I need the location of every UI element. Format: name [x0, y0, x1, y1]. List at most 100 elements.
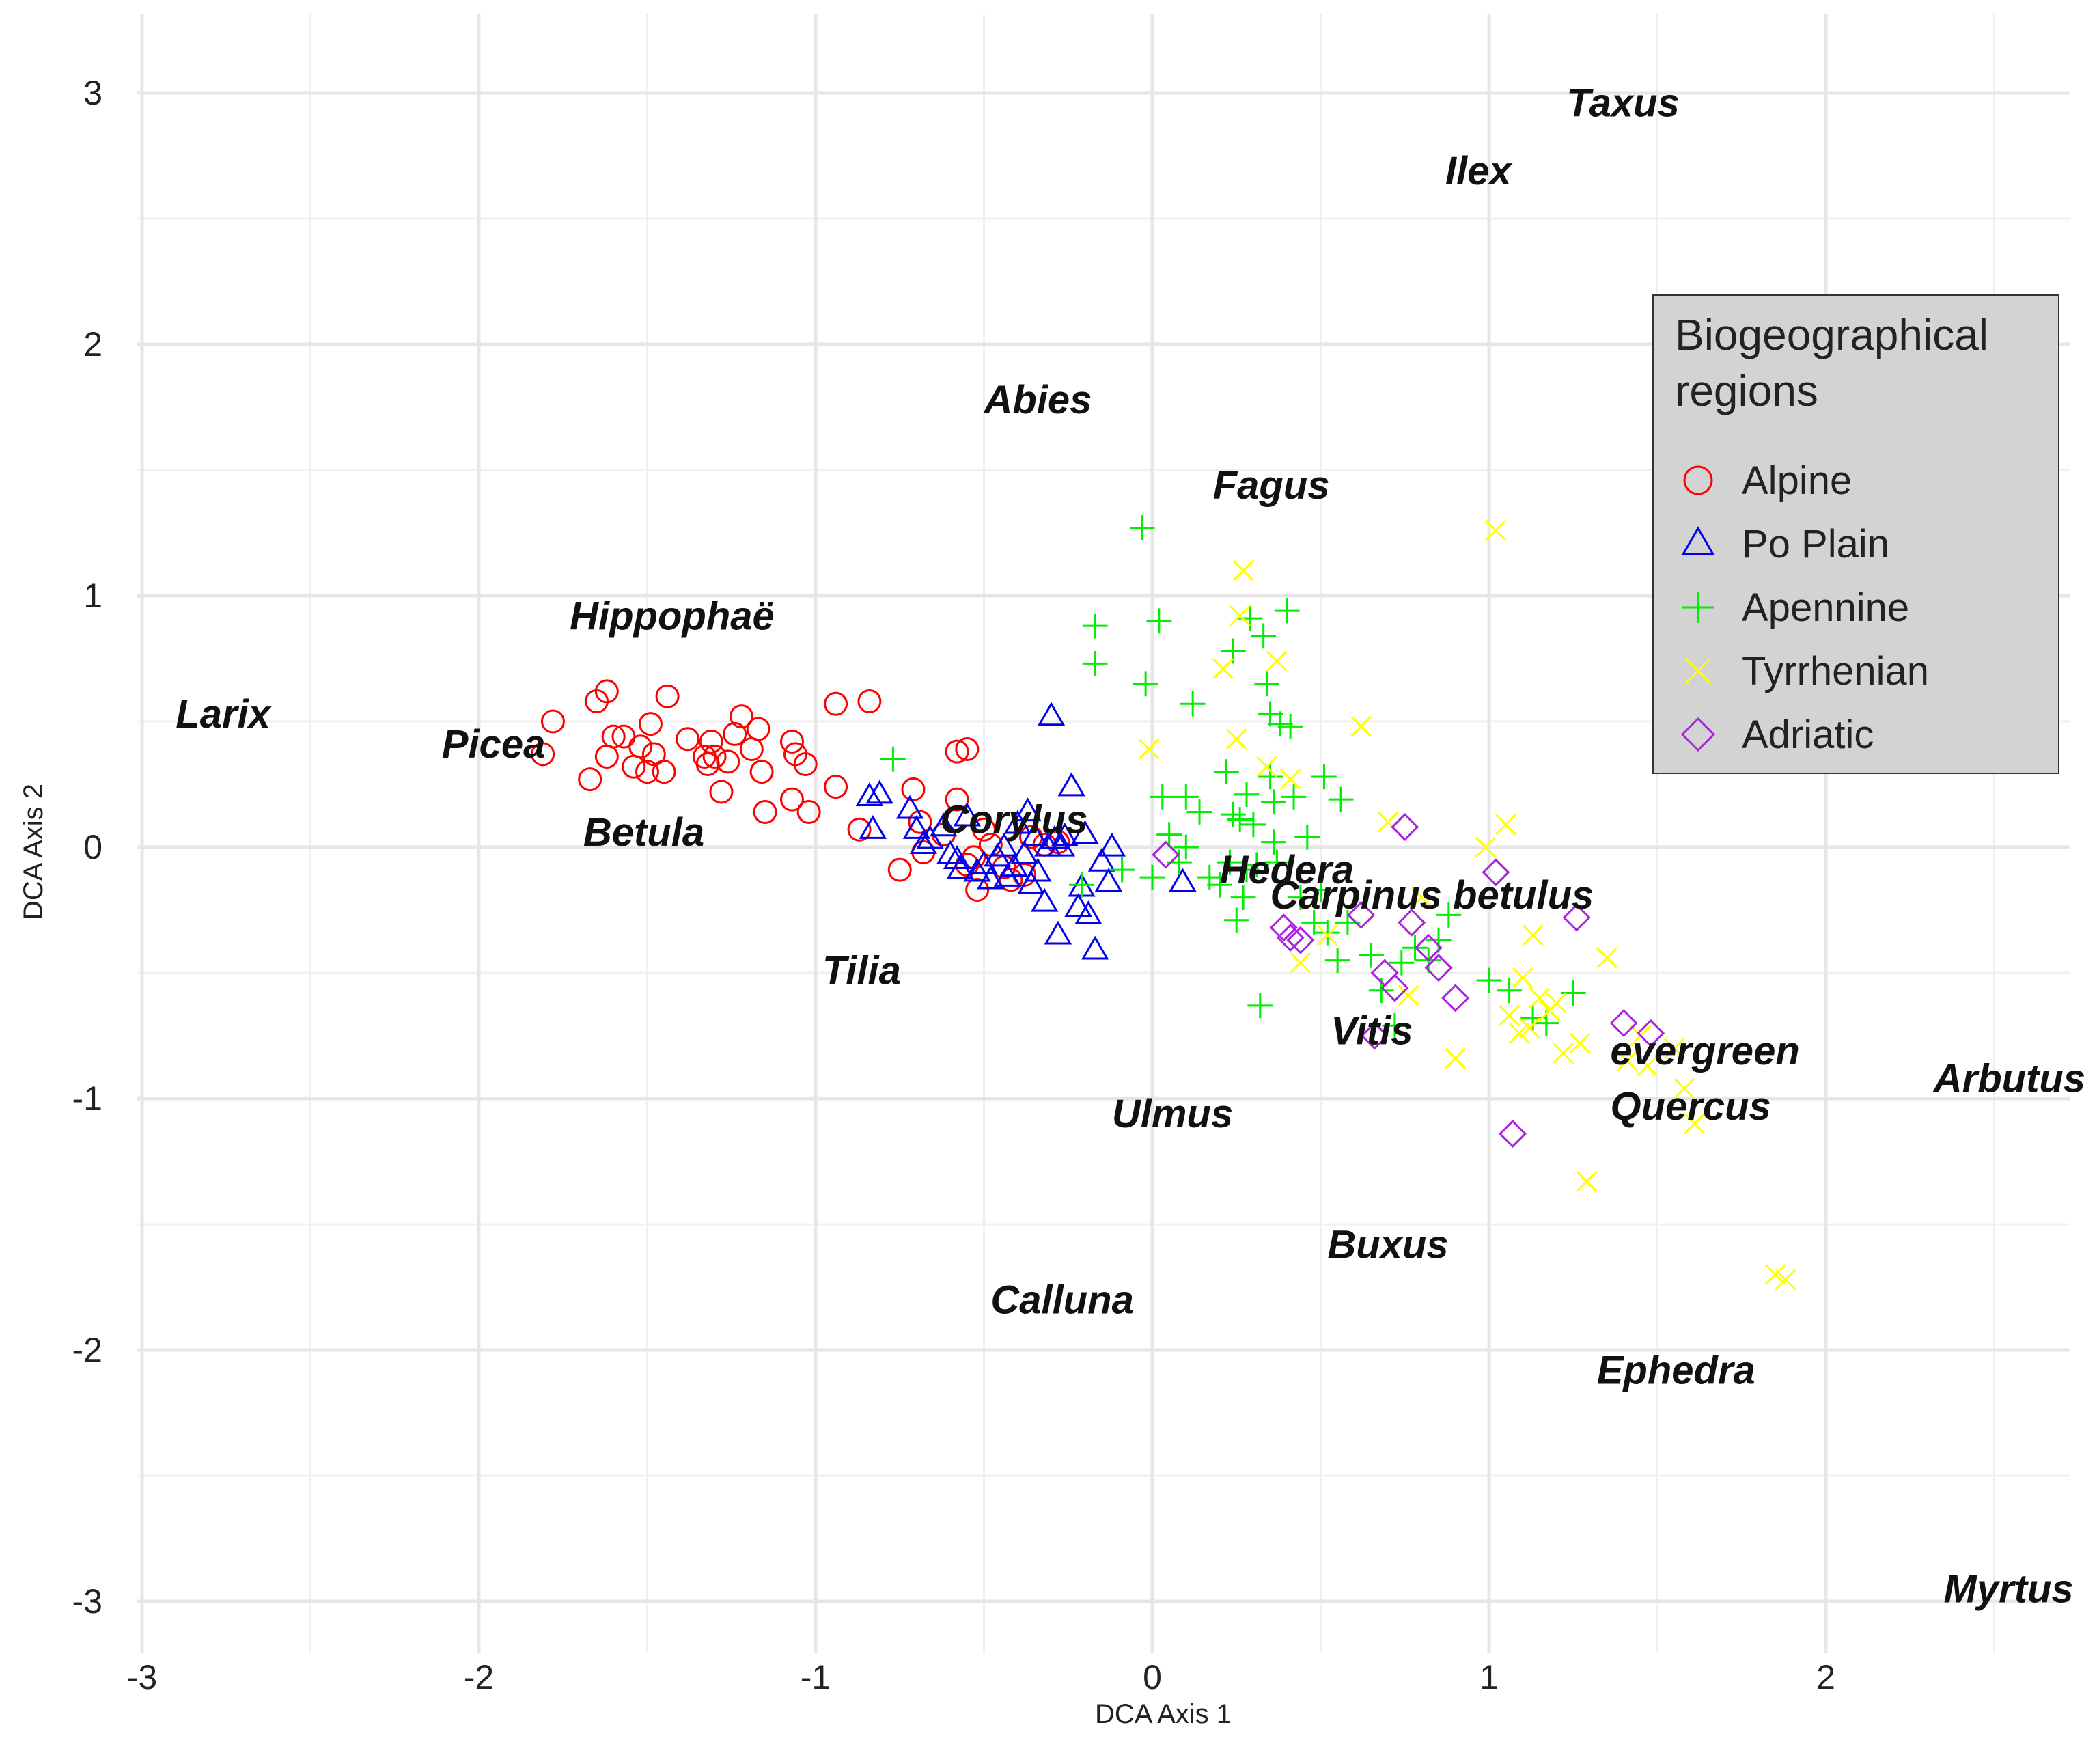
- data-point: [1499, 1005, 1520, 1027]
- data-point: [977, 865, 1005, 890]
- legend-items: Alpine Po Plain Apennine Tyrrhenian Adriatic: [1680, 458, 1929, 757]
- data-point: [1560, 980, 1586, 1006]
- data-point: [1261, 789, 1286, 815]
- legend-title-line-2: regions: [1675, 366, 1818, 415]
- data-point: [1069, 872, 1094, 898]
- data-point: [1424, 954, 1453, 982]
- data-point: [972, 817, 996, 842]
- data-point: [1051, 823, 1079, 846]
- data-point: [1081, 935, 1109, 960]
- y-tick-label: 2: [83, 325, 102, 363]
- data-point: [1186, 799, 1212, 825]
- data-point: [1475, 836, 1497, 858]
- taxon-label: Vitis: [1331, 1009, 1413, 1053]
- data-point: [1223, 907, 1249, 933]
- taxon-label: Buxus: [1327, 1222, 1448, 1267]
- data-point: [1244, 852, 1270, 878]
- data-point: [936, 840, 964, 864]
- data-point: [1217, 849, 1242, 875]
- data-point: [1436, 902, 1462, 928]
- taxon-label: Corylus: [940, 798, 1087, 842]
- data-point: [1546, 992, 1568, 1014]
- legend-key: [1682, 592, 1714, 623]
- x-tick-label: -2: [464, 1658, 494, 1696]
- y-axis-tick-labels: 3 2 1 0 -1 -2 -3: [72, 74, 102, 1621]
- data-point: [1010, 840, 1038, 864]
- data-point: [779, 729, 804, 754]
- data-point: [638, 712, 663, 736]
- data-point: [540, 709, 565, 734]
- x-tick-label: -3: [127, 1658, 157, 1696]
- data-point: [1279, 769, 1301, 790]
- y-tick-label: -2: [72, 1331, 102, 1369]
- data-point: [1266, 650, 1288, 672]
- x-tick-label: 1: [1480, 1658, 1499, 1696]
- data-point: [908, 810, 932, 834]
- data-point: [1288, 885, 1314, 910]
- y-tick-label: 0: [83, 828, 102, 866]
- data-point: [628, 734, 653, 759]
- data-point: [1230, 885, 1256, 910]
- series-po-plain: [855, 702, 1197, 960]
- data-point: [859, 815, 887, 839]
- data-point: [531, 742, 555, 767]
- data-point: [824, 691, 848, 716]
- data-point: [1082, 613, 1108, 639]
- data-point: [965, 878, 990, 902]
- data-point: [943, 845, 971, 870]
- taxon-label: Fagus: [1213, 463, 1330, 508]
- data-point: [1328, 786, 1354, 812]
- data-point: [1109, 857, 1135, 883]
- legend-item: Po Plain: [1681, 522, 1889, 566]
- taxon-label: Myrtus: [1944, 1567, 2074, 1612]
- data-point: [779, 787, 804, 812]
- data-point: [1267, 711, 1293, 737]
- x-axis-tick-labels: -3 -2 -1 0 1 2: [127, 1658, 1835, 1696]
- data-point: [1258, 764, 1283, 790]
- data-point: [1290, 952, 1311, 974]
- taxon-label: Hedera: [1220, 848, 1355, 892]
- legend-box: [1652, 294, 2059, 774]
- data-point: [1609, 1009, 1638, 1038]
- taxon-label: Quercus: [1610, 1084, 1770, 1129]
- data-point: [1495, 814, 1517, 836]
- data-point: [955, 736, 980, 761]
- data-point: [1518, 1017, 1540, 1039]
- data-point: [1152, 840, 1180, 869]
- taxon-label: Ephedra: [1597, 1348, 1755, 1392]
- legend-item: Adriatic: [1680, 713, 1874, 757]
- data-point: [1031, 887, 1059, 912]
- data-point: [880, 746, 906, 772]
- data-point: [1684, 1113, 1706, 1135]
- data-point: [1350, 715, 1372, 737]
- y-tick-label: 3: [83, 74, 102, 112]
- data-point: [1426, 927, 1452, 953]
- taxon-label: Hippophaë: [570, 594, 775, 638]
- data-point: [1240, 812, 1266, 838]
- data-point: [945, 787, 969, 812]
- data-point: [990, 832, 1018, 857]
- data-point: [1037, 702, 1066, 726]
- data-point: [796, 799, 821, 824]
- data-point: [1094, 868, 1123, 892]
- legend-key: [1681, 526, 1715, 555]
- data-point: [963, 857, 991, 882]
- data-point: [1020, 823, 1048, 846]
- data-point: [1398, 908, 1426, 937]
- data-point: [1764, 1264, 1786, 1286]
- data-point: [1220, 801, 1246, 827]
- data-point: [930, 812, 958, 837]
- data-point: [916, 825, 944, 849]
- data-point: [1024, 857, 1052, 882]
- legend-label: Adriatic: [1742, 713, 1874, 757]
- data-point: [1286, 926, 1315, 954]
- y-tick-label: 1: [83, 577, 102, 615]
- data-point: [1391, 813, 1419, 842]
- data-point: [1274, 598, 1300, 624]
- data-point: [1044, 920, 1072, 945]
- data-point: [1576, 1170, 1598, 1192]
- data-point: [1129, 515, 1155, 541]
- taxon-label: Larix: [176, 692, 272, 736]
- data-point: [709, 780, 734, 804]
